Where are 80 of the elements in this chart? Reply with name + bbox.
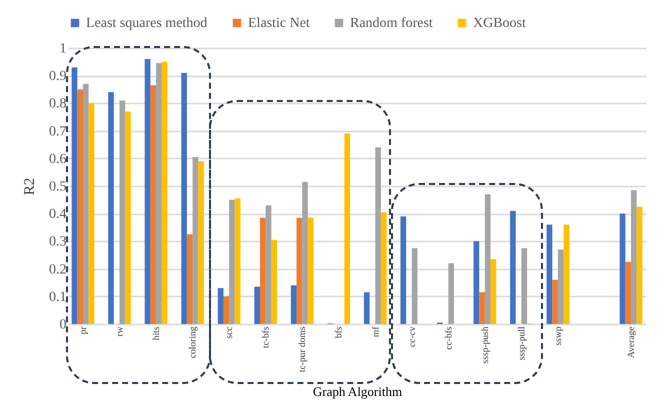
y-tick-label: 0 xyxy=(60,318,66,332)
x-tick-label: pr xyxy=(78,326,89,334)
y-tick-label: 0.8 xyxy=(49,96,66,112)
bar xyxy=(260,218,266,324)
bar xyxy=(484,194,491,324)
x-tick-label: tc-bfs xyxy=(262,326,272,348)
legend-label: Elastic Net xyxy=(248,16,310,31)
bar xyxy=(620,214,626,324)
x-tick-label: rw xyxy=(116,326,126,337)
bar xyxy=(77,89,83,324)
bar xyxy=(364,292,370,324)
bar xyxy=(271,240,277,324)
bar xyxy=(144,59,150,324)
x-tick-label: sswp xyxy=(554,326,564,346)
x-tick-label: hits xyxy=(152,326,162,340)
bar xyxy=(636,206,642,324)
bar xyxy=(521,248,528,324)
bar xyxy=(380,212,387,324)
bar xyxy=(125,111,131,324)
bar xyxy=(120,100,126,324)
bar xyxy=(88,103,94,324)
x-tick-label: sssp-push xyxy=(480,326,491,364)
y-tick-label: 0.2 xyxy=(49,262,66,278)
bar xyxy=(82,84,89,324)
bar xyxy=(558,249,564,324)
bar xyxy=(625,262,632,324)
x-tick-label: cc-cv xyxy=(408,326,418,348)
legend-label: XGBoost xyxy=(473,16,526,31)
x-tick-label: scc xyxy=(225,326,236,339)
legend-label: Least squares method xyxy=(86,16,208,31)
x-tick-label: Average xyxy=(627,326,638,358)
y-tick-label: 0.1 xyxy=(49,290,66,305)
bar xyxy=(254,286,260,324)
bar xyxy=(631,190,637,324)
bar xyxy=(375,147,381,324)
bar xyxy=(218,288,224,324)
bar xyxy=(302,182,308,324)
bar xyxy=(229,200,235,324)
y-tick-label: 0.6 xyxy=(49,152,66,167)
bar xyxy=(234,198,240,324)
bar xyxy=(181,72,187,324)
y-tick-label: 0.5 xyxy=(49,180,66,194)
bar xyxy=(479,292,485,324)
x-tick-label: cc-bfs xyxy=(444,326,454,350)
y-tick-label: 0.7 xyxy=(49,124,66,140)
bar xyxy=(156,63,162,324)
bar xyxy=(223,296,230,324)
y-tick-label: 1 xyxy=(60,42,66,56)
x-tick-label: mf xyxy=(371,326,382,338)
bar xyxy=(296,218,302,324)
bar xyxy=(198,161,204,324)
bar xyxy=(474,241,480,324)
bar xyxy=(72,67,78,324)
x-tick-label: bfs xyxy=(334,326,345,338)
y-tick-label: 0.4 xyxy=(49,207,66,222)
y-axis-title: R2 xyxy=(22,178,38,196)
bar xyxy=(186,234,193,324)
bar xyxy=(308,218,314,324)
bar xyxy=(192,157,198,324)
x-tick-label: coloring xyxy=(188,326,199,358)
bar xyxy=(400,216,406,324)
y-tick-label: 0.9 xyxy=(49,69,66,84)
bar xyxy=(546,224,552,324)
bar xyxy=(490,259,496,324)
x-axis-title: Graph Algorithm xyxy=(312,384,402,400)
bar xyxy=(552,280,558,324)
bar xyxy=(162,62,168,324)
bar xyxy=(344,134,350,324)
bar xyxy=(290,285,297,324)
bar xyxy=(448,263,454,324)
x-tick-label: sssp-pull xyxy=(517,326,528,360)
bar xyxy=(564,224,570,324)
y-tick-label: 0.3 xyxy=(49,234,66,250)
bar xyxy=(412,248,418,324)
bar xyxy=(266,205,272,324)
legend-label: Random forest xyxy=(350,16,433,31)
x-tick-label: tc-pur doms xyxy=(298,326,308,372)
bar xyxy=(108,92,114,324)
bar xyxy=(150,85,156,324)
bar xyxy=(510,210,516,324)
